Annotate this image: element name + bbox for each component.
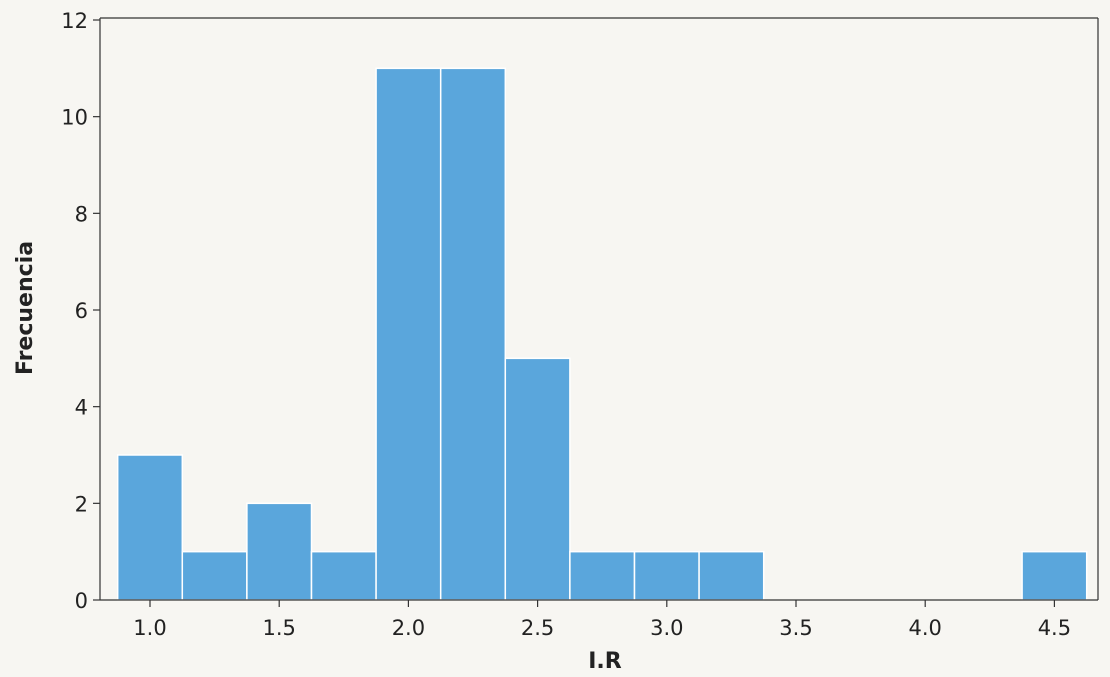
histogram-bar <box>633 550 700 601</box>
x-tick-label: 1.0 <box>133 616 166 640</box>
y-tick-label: 8 <box>75 202 88 226</box>
x-tick-label: 1.5 <box>262 616 295 640</box>
histogram-bar <box>1021 550 1088 601</box>
y-tick-label: 4 <box>75 396 88 420</box>
histogram-bar <box>181 550 248 601</box>
y-tick-label: 10 <box>61 106 88 130</box>
histogram-bar <box>439 67 507 601</box>
y-tick-label: 12 <box>61 9 88 33</box>
x-axis-title: I.R <box>588 649 622 674</box>
histogram-bar <box>569 550 636 601</box>
histogram-bar <box>116 454 184 601</box>
y-tick-label: 6 <box>75 299 88 323</box>
ticks-layer: 1.0 1.5 2.0 2.5 3.0 3.5 4.0 4.5 0 2 4 6 8 10 12 <box>61 9 1071 640</box>
histogram-bar <box>246 502 313 601</box>
x-tick-label: 4.5 <box>1038 616 1071 640</box>
x-tick-label: 2.0 <box>392 616 425 640</box>
x-tick-label: 3.5 <box>779 616 812 640</box>
x-tick-label: 3.0 <box>650 616 683 640</box>
y-tick-label: 0 <box>75 589 88 613</box>
x-tick-label: 4.0 <box>908 616 941 640</box>
x-tick-label: 2.5 <box>521 616 554 640</box>
histogram-bar <box>698 550 765 601</box>
bars-layer <box>116 67 1088 601</box>
y-tick-label: 2 <box>75 492 88 516</box>
histogram-bar <box>375 67 442 601</box>
histogram-bar <box>310 550 377 601</box>
y-axis-title: Frecuencia <box>13 241 38 375</box>
histogram-bar <box>504 357 571 601</box>
